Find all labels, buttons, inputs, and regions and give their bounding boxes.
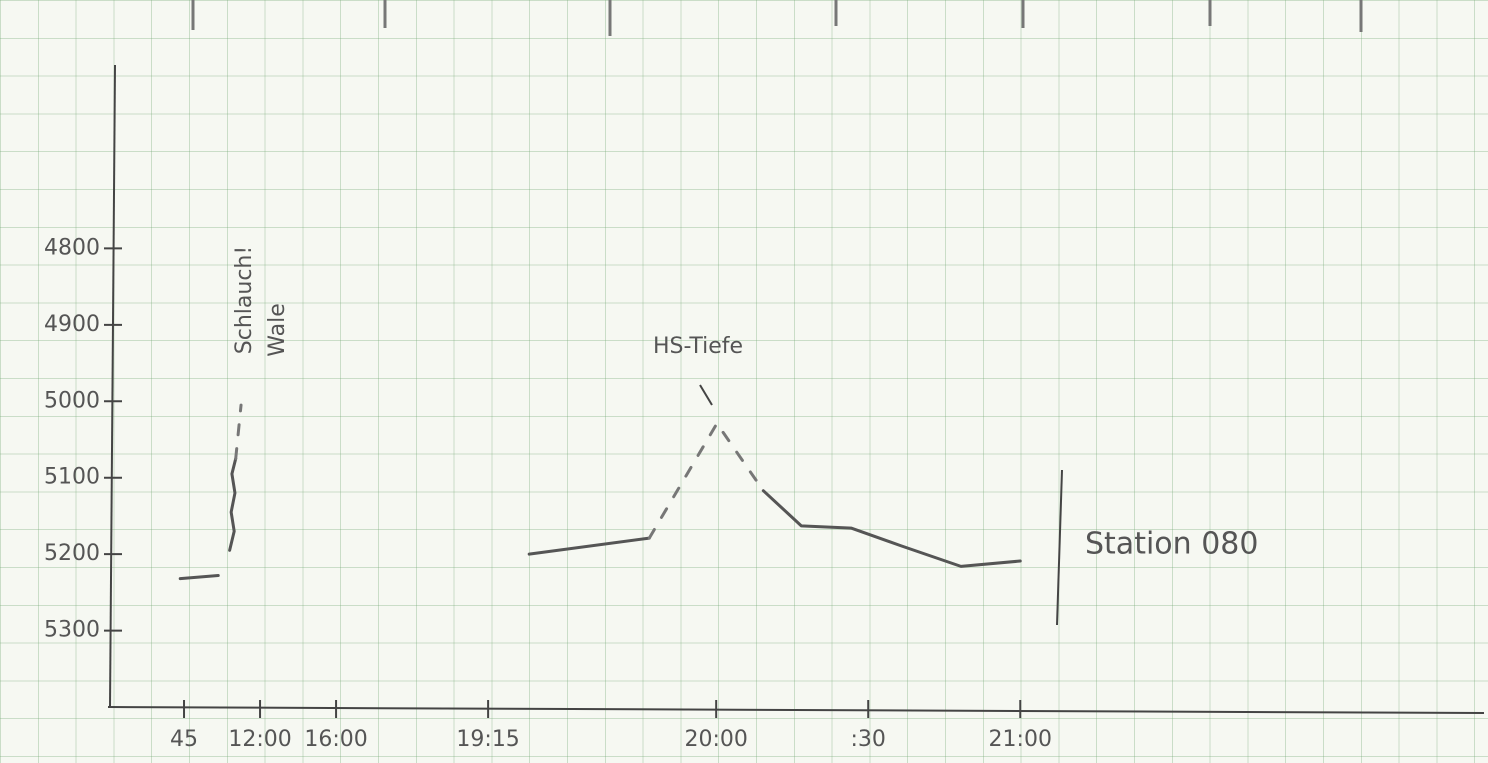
y-axis: [109, 64, 116, 708]
x-tick-label: 12:00: [228, 727, 291, 752]
x-axis: [107, 706, 1485, 714]
data-line: [178, 457, 1022, 581]
y-tick-label: 4800: [44, 235, 100, 260]
annotation: Station 080: [1085, 527, 1258, 562]
y-tick-label: 5100: [44, 465, 100, 490]
y-tick-label: 4900: [44, 312, 100, 337]
x-tick-label: 20:00: [684, 727, 747, 752]
annotation: Wale: [265, 303, 290, 356]
paper-marks: [191, 0, 1363, 36]
x-tick-label: 19:15: [456, 727, 519, 752]
x-tick-label: :30: [851, 727, 886, 752]
x-tick-label: 45: [170, 727, 198, 752]
y-tick-label: 5300: [44, 618, 100, 643]
y-tick-label: 5000: [44, 388, 100, 413]
annotation-pointer: [699, 384, 713, 406]
annotation: HS-Tiefe: [653, 334, 743, 359]
x-tick-label: 21:00: [989, 727, 1052, 752]
y-tick-label: 5200: [44, 541, 100, 566]
x-tick-label: 16:00: [304, 727, 367, 752]
data-line: [234, 403, 765, 540]
annotation: Schlauch!: [232, 246, 257, 354]
station-marker: [1056, 469, 1063, 626]
